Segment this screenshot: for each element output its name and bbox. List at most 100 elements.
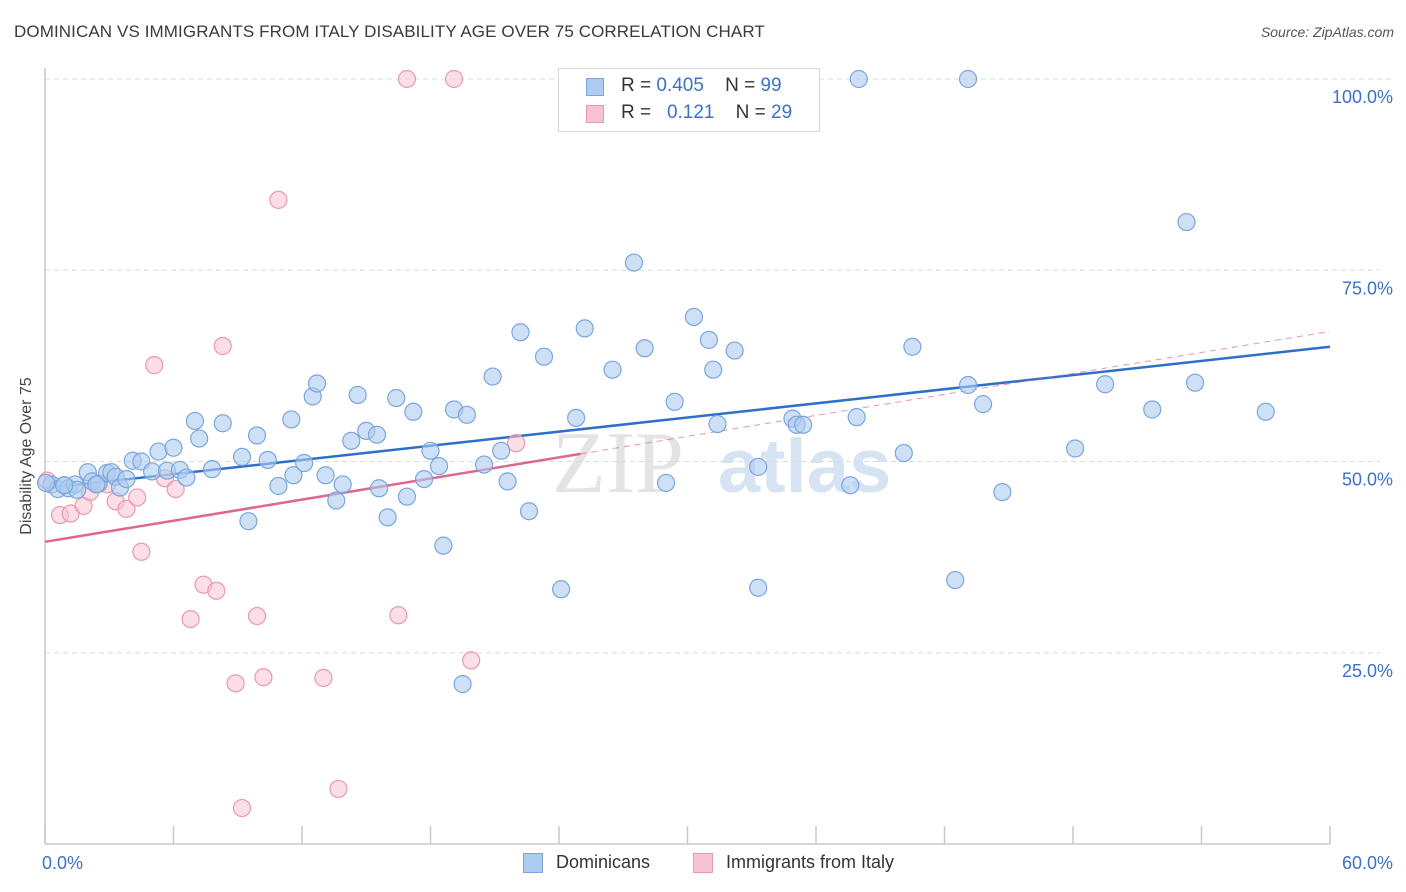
point-dominicans [725,341,744,360]
point-dominicans [202,460,222,479]
chart-title: DOMINICAN VS IMMIGRANTS FROM ITALY DISAB… [14,22,765,41]
trend-line-italy [44,452,581,544]
point-dominicans [404,402,423,421]
point-dominicans [511,323,530,342]
point-italy [269,190,288,209]
point-dominicans [635,339,654,358]
point-italy [226,674,245,693]
point-dominicans [1143,400,1162,419]
point-dominicans [55,476,74,495]
point-italy [117,499,136,519]
point-dominicans [370,479,389,498]
x-tick-label: 0.0% [42,853,83,873]
legend-swatch-pink [586,105,604,123]
point-dominicans [397,487,417,506]
point-dominicans [414,469,434,489]
legend-r-value: 0.121 [666,102,715,123]
point-dominicans [1177,212,1196,232]
point-italy [397,69,417,89]
point-dominicans [1256,402,1275,421]
point-dominicans [708,414,727,434]
point-dominicans [699,330,719,349]
point-dominicans [333,475,352,494]
legend-text-blue: R = 0.405 N = 99 [621,75,782,97]
point-dominicans [429,456,449,476]
point-dominicans [567,408,586,427]
trend-line-dominicans [44,345,1331,490]
point-italy [462,651,481,670]
point-italy [247,606,267,626]
point-dominicans [269,476,288,496]
point-dominicans [36,473,56,493]
point-dominicans [247,426,267,445]
point-dominicans [684,307,704,327]
point-italy [329,779,348,799]
y-tick-label: 100.0% [1332,87,1393,107]
legend-r-label: R = [621,75,652,96]
point-dominicans [434,536,453,555]
point-dominicans [367,425,387,444]
point-dominicans [492,441,511,460]
trend-lines [44,330,1331,544]
point-dominicans [282,410,301,429]
point-dominicans [453,675,472,694]
point-dominicans [841,476,860,495]
point-dominicans [704,360,723,379]
point-dominicans [749,578,768,597]
point-dominicans [575,319,594,338]
source-label: Source: ZipAtlas.com [1260,24,1394,40]
point-italy [145,356,164,375]
point-dominicans [903,337,922,356]
point-dominicans [474,455,494,474]
point-italy [132,542,151,561]
point-dominicans [665,392,684,411]
legend-n-label: N = [725,75,756,96]
point-dominicans [457,405,477,424]
point-italy [507,434,526,453]
point-italy [314,668,333,688]
point-italy [389,606,408,625]
point-dominicans [239,512,258,531]
point-dominicans [794,415,813,434]
point-dominicans [1185,373,1205,392]
bottom-legend-swatch-blue [523,853,543,873]
point-dominicans [232,447,252,467]
legend-n-label: N = [735,102,766,123]
point-italy [127,488,147,507]
point-dominicans [849,69,868,89]
point-dominicans [1096,375,1115,394]
point-dominicans [149,442,168,461]
trend-line-italy-extension [580,330,1331,455]
point-dominicans [519,502,539,521]
y-tick-label: 25.0% [1342,661,1393,681]
legend-n-value: 29 [771,102,793,123]
point-italy [232,798,252,818]
point-dominicans [603,360,622,379]
point-dominicans [164,438,183,457]
watermark: ZIP atlas [552,415,891,512]
point-dominicans [348,385,367,405]
y-tick-label: 75.0% [1342,278,1393,298]
point-dominicans [190,429,209,448]
point-dominicans [421,441,440,460]
legend-n-value: 99 [760,75,782,96]
point-dominicans [552,580,571,599]
point-italy [166,479,185,499]
point-italy [254,668,273,687]
legend: R = 0.405 N = 99 R = 0.121 N = 29 [558,68,820,132]
point-dominicans [87,475,106,494]
point-dominicans [894,443,913,463]
point-dominicans [483,367,502,386]
legend-r-label: R = [621,102,652,123]
point-dominicans [958,375,978,395]
point-dominicans [498,472,517,491]
point-dominicans [993,483,1012,502]
point-dominicans [258,450,277,470]
legend-swatch-blue [586,78,604,96]
point-dominicans [946,570,965,590]
point-dominicans [117,469,136,489]
point-dominicans [656,473,676,493]
point-italy [213,336,232,356]
point-italy [444,69,464,89]
